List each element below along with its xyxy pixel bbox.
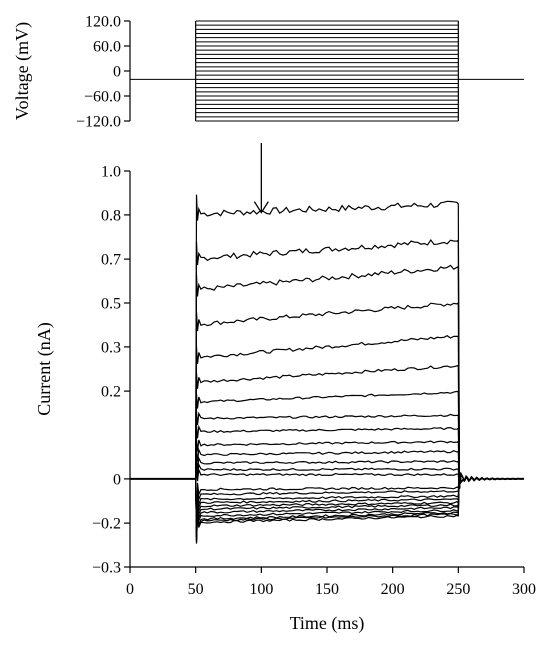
current-trace xyxy=(195,472,465,541)
current-panel: 1.0 0.8 0.7 0.5 0.3 0.2 0 −0.2 −0.3 0 50 100 150 200… xyxy=(34,143,536,634)
current-y-tick-label: −0.3 xyxy=(92,560,121,577)
current-trace xyxy=(195,472,465,539)
current-x-tick-label: 250 xyxy=(446,581,470,598)
current-x-tick-label: 150 xyxy=(315,581,339,598)
current-trace xyxy=(195,462,465,489)
current-y-tick-label: 1.0 xyxy=(101,164,121,181)
voltage-y-axis-label: Voltage (mV) xyxy=(12,22,33,120)
current-trace xyxy=(195,447,465,489)
current-trace xyxy=(195,390,465,489)
current-trace xyxy=(195,335,465,489)
current-baseline-post xyxy=(462,474,525,483)
current-y-ticks: 1.0 0.8 0.7 0.5 0.3 0.2 0 −0.2 −0.3 xyxy=(92,164,130,577)
current-y-tick-label: 0.7 xyxy=(101,252,121,269)
voltage-y-tick-label: 0 xyxy=(113,64,121,81)
current-y-tick-label: −0.2 xyxy=(92,516,121,533)
voltage-traces xyxy=(130,20,524,122)
current-x-tick-label: 300 xyxy=(512,581,536,598)
current-trace xyxy=(195,472,465,531)
current-trace xyxy=(195,238,465,489)
current-trace xyxy=(195,472,465,535)
current-trace xyxy=(195,469,465,489)
current-trace xyxy=(195,455,465,489)
current-trace xyxy=(195,472,465,544)
current-x-tick-label: 50 xyxy=(188,581,204,598)
current-y-tick-label: 0 xyxy=(113,471,121,488)
current-trace xyxy=(195,472,465,540)
annotation-arrow xyxy=(253,143,269,214)
current-trace xyxy=(195,439,465,489)
arrow-head xyxy=(253,201,269,214)
voltage-y-tick-label: 60.0 xyxy=(93,39,121,56)
voltage-y-tick-label: 120.0 xyxy=(85,14,121,31)
current-trace xyxy=(195,424,465,489)
current-trace xyxy=(195,301,465,489)
current-trace xyxy=(195,411,465,489)
current-y-tick-label: 0.2 xyxy=(101,384,121,401)
current-y-axis-label: Current (nA) xyxy=(34,322,55,415)
current-y-tick-label: 0.3 xyxy=(101,339,121,356)
voltage-y-tick-label: −60.0 xyxy=(84,89,121,106)
voltage-panel: 120.0 60.0 0 −60.0 −120.0 Voltage (mV) xyxy=(12,14,524,131)
current-trace xyxy=(195,365,465,489)
voltage-y-tick-label: −120.0 xyxy=(76,114,121,131)
current-x-tick-label: 100 xyxy=(249,581,273,598)
current-trace xyxy=(195,264,465,489)
current-x-axis-label: Time (ms) xyxy=(290,613,365,634)
current-y-tick-label: 0.5 xyxy=(101,296,121,313)
current-x-ticks: 0 50 100 150 200 250 300 xyxy=(126,567,536,598)
current-traces xyxy=(130,194,525,544)
voltage-y-ticks: 120.0 60.0 0 −60.0 −120.0 xyxy=(76,14,130,131)
current-trace xyxy=(195,472,465,534)
current-x-tick-label: 0 xyxy=(126,581,134,598)
current-trace xyxy=(195,472,465,536)
current-trace xyxy=(195,194,465,489)
current-trace xyxy=(195,472,465,538)
current-trace xyxy=(195,472,465,532)
current-y-tick-label: 0.8 xyxy=(101,207,121,224)
current-x-tick-label: 200 xyxy=(381,581,405,598)
